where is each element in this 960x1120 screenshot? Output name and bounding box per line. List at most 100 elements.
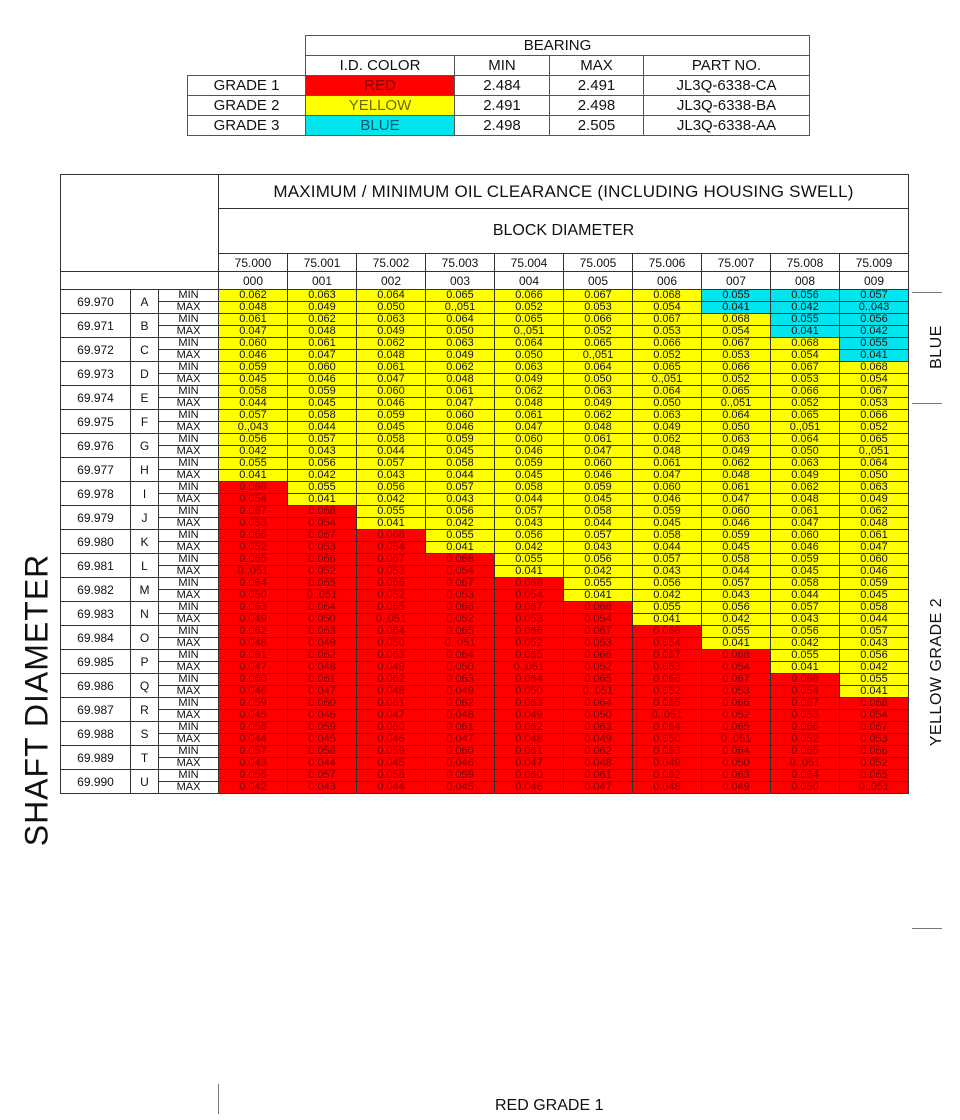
clearance-min-cell: 0.064 — [632, 721, 702, 734]
bearing-table: BEARING I.D. COLOR MIN MAX PART NO. GRAD… — [187, 35, 810, 136]
clearance-max-cell: 0.047 — [287, 349, 357, 362]
min-label: MIN — [158, 601, 219, 614]
clearance-min-cell: 0.062 — [839, 505, 909, 518]
clearance-max-cell: 0.047 — [563, 445, 633, 458]
clearance-max-cell: 0.047 — [218, 661, 288, 674]
clearance-max-cell: 0.050 — [770, 445, 840, 458]
clearance-min-cell: 0.065 — [218, 553, 288, 566]
clearance-min-cell: 0.060 — [494, 769, 564, 782]
clearance-min-cell: 0.059 — [770, 553, 840, 566]
clearance-min-cell: 0.064 — [770, 769, 840, 782]
clearance-min-cell: 0.065 — [425, 289, 495, 302]
shaft-diameter-value: 69.989 — [60, 745, 131, 770]
clearance-min-cell: 0.066 — [701, 361, 771, 374]
min-label: MIN — [158, 385, 219, 398]
clearance-min-cell: 0.068 — [218, 481, 288, 494]
clearance-max-cell: 0.048 — [494, 397, 564, 410]
clearance-max-cell: 0.044 — [218, 397, 288, 410]
clearance-max-cell: 0.049 — [425, 685, 495, 698]
clearance-max-cell: 0.048 — [425, 373, 495, 386]
clearance-max-cell: 0.048 — [701, 469, 771, 482]
shaft-row-min: 69.978 I MIN 0.068 0.055 0.056 0.057 0.058 0.059… — [60, 481, 909, 506]
clearance-max-cell: 0.049 — [632, 757, 702, 770]
clearance-max-cell: 0.045 — [356, 757, 426, 770]
shaft-diameter-label: SHAFT DIAMETER — [18, 553, 55, 847]
shaft-row-min: 69.990 U MIN 0.056 0.057 0.058 0.059 0.060 0.061… — [60, 769, 909, 794]
shaft-row-max: MAX 0.048 0.049 0.050 0.,051 0.052 0.053 0.054 0… — [61, 637, 909, 650]
shaft-row-min: 69.983 N MIN 0.063 0.064 0.065 0.066 0.067 0.068… — [60, 601, 909, 626]
clearance-min-cell: 0.060 — [356, 721, 426, 734]
clearance-max-cell: 0.042 — [563, 565, 633, 578]
shaft-row-min: 69.987 R MIN 0.059 0.060 0.061 0.062 0.063 0.064… — [60, 697, 909, 722]
shaft-grade-letter: N — [130, 601, 159, 626]
clearance-min-cell: 0.068 — [701, 649, 771, 662]
clearance-max-cell: 0.,051 — [494, 325, 564, 338]
clearance-max-cell: 0.045 — [356, 421, 426, 434]
clearance-max-cell: 0.041 — [287, 493, 357, 506]
clearance-min-cell: 0.061 — [494, 409, 564, 422]
clearance-max-cell: 0.041 — [839, 685, 909, 698]
clearance-min-cell: 0.066 — [839, 745, 909, 758]
clearance-min-cell: 0.058 — [218, 721, 288, 734]
clearance-max-cell: 0.052 — [287, 565, 357, 578]
shaft-row-min: 69.979 J MIN 0.067 0.068 0.055 0.056 0.057 0.058… — [60, 505, 909, 530]
clearance-max-cell: 0.045 — [839, 589, 909, 602]
clearance-min-cell: 0.065 — [494, 313, 564, 326]
clearance-min-cell: 0.055 — [839, 673, 909, 686]
shaft-diameter-value: 69.978 — [60, 481, 131, 506]
clearance-min-cell: 0.059 — [839, 577, 909, 590]
clearance-min-cell: 0.062 — [287, 313, 357, 326]
clearance-min-cell: 0.062 — [425, 361, 495, 374]
max-label: MAX — [158, 493, 219, 506]
clearance-min-cell: 0.063 — [632, 745, 702, 758]
bearing-grade-row: GRADE 1 RED 2.484 2.491 JL3Q-6338-CA — [187, 75, 810, 96]
clearance-min-cell: 0.055 — [701, 625, 771, 638]
yellow-zone-label: YELLOW GRADE 2 — [928, 597, 945, 747]
shaft-diameter-value: 69.982 — [60, 577, 131, 602]
clearance-max-cell: 0.053 — [632, 325, 702, 338]
clearance-max-cell: 0.,051 — [632, 709, 702, 722]
min-label: MIN — [158, 457, 219, 470]
shaft-grade-letter: K — [130, 529, 159, 554]
clearance-min-cell: 0.057 — [425, 481, 495, 494]
clearance-max-cell: 0.047 — [563, 781, 633, 794]
block-diameter-heading: BLOCK DIAMETER — [218, 208, 909, 254]
clearance-max-cell: 0.053 — [494, 613, 564, 626]
min-label: MIN — [158, 745, 219, 758]
clearance-max-cell: 0.044 — [632, 541, 702, 554]
block-diameter-value: 75.006 — [632, 253, 702, 272]
clearance-min-cell: 0.064 — [218, 577, 288, 590]
clearance-max-cell: 0.049 — [494, 709, 564, 722]
clearance-max-cell: 0.054 — [770, 349, 840, 362]
block-code: 005 — [563, 271, 633, 290]
clearance-min-cell: 0.063 — [701, 769, 771, 782]
clearance-max-cell: 0.044 — [287, 421, 357, 434]
shaft-row-max: MAX 0.052 0.053 0.054 0.041 0.042 0.043 0.044 0.… — [61, 541, 909, 554]
clearance-min-cell: 0.067 — [839, 385, 909, 398]
clearance-min-cell: 0.067 — [425, 577, 495, 590]
clearance-min-cell: 0.064 — [701, 409, 771, 422]
clearance-max-cell: 0.,043 — [839, 301, 909, 314]
clearance-min-cell: 0.063 — [839, 481, 909, 494]
clearance-min-cell: 0.055 — [218, 457, 288, 470]
clearance-min-cell: 0.063 — [356, 649, 426, 662]
clearance-min-cell: 0.066 — [632, 337, 702, 350]
shaft-grade-letter: Q — [130, 673, 159, 698]
clearance-min-cell: 0.057 — [839, 625, 909, 638]
clearance-max-cell: 0.045 — [218, 709, 288, 722]
clearance-max-cell: 0.048 — [356, 349, 426, 362]
clearance-min-cell: 0.062 — [218, 289, 288, 302]
clearance-max-cell: 0.043 — [632, 565, 702, 578]
block-diameter-value: 75.007 — [701, 253, 771, 272]
shaft-grade-letter: T — [130, 745, 159, 770]
clearance-min-cell: 0.066 — [218, 529, 288, 542]
clearance-max-cell: 0.054 — [632, 637, 702, 650]
block-diameter-value: 75.001 — [287, 253, 357, 272]
clearance-max-cell: 0.,051 — [356, 613, 426, 626]
clearance-min-cell: 0.057 — [494, 505, 564, 518]
clearance-max-cell: 0.047 — [356, 373, 426, 386]
clearance-min-cell: 0.061 — [770, 505, 840, 518]
shaft-diameter-value: 69.974 — [60, 385, 131, 410]
shaft-grade-letter: E — [130, 385, 159, 410]
clearance-max-cell: 0.048 — [494, 733, 564, 746]
